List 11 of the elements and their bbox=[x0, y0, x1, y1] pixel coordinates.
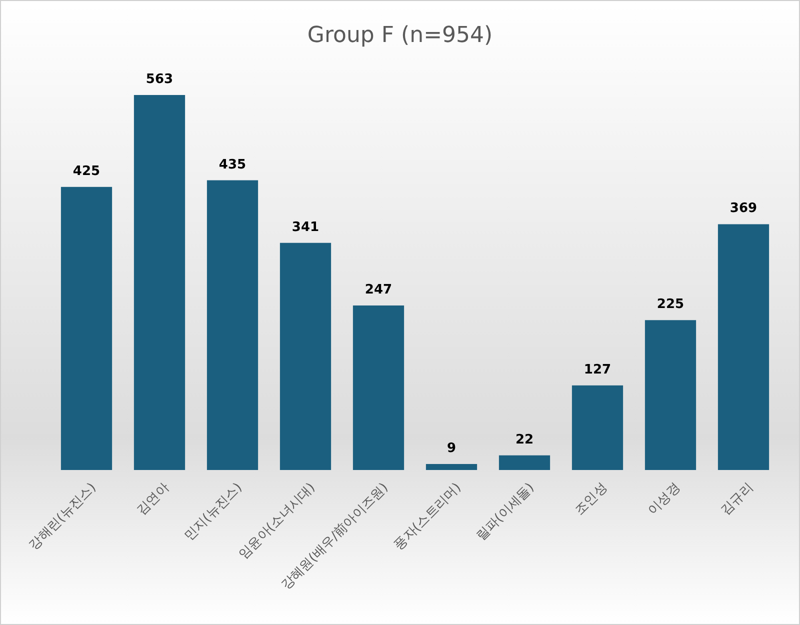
data-label: 9 bbox=[446, 441, 456, 456]
data-label: 563 bbox=[146, 72, 174, 87]
data-label: 341 bbox=[292, 220, 320, 235]
data-label: 369 bbox=[730, 201, 758, 216]
data-label: 22 bbox=[515, 432, 534, 448]
data-label: 435 bbox=[218, 157, 246, 172]
data-label: 425 bbox=[72, 164, 100, 179]
data-label: 127 bbox=[584, 362, 612, 378]
chart-title: Group F (n=954) bbox=[307, 23, 493, 48]
data-label: 225 bbox=[656, 297, 684, 312]
data-label: 247 bbox=[364, 282, 392, 298]
